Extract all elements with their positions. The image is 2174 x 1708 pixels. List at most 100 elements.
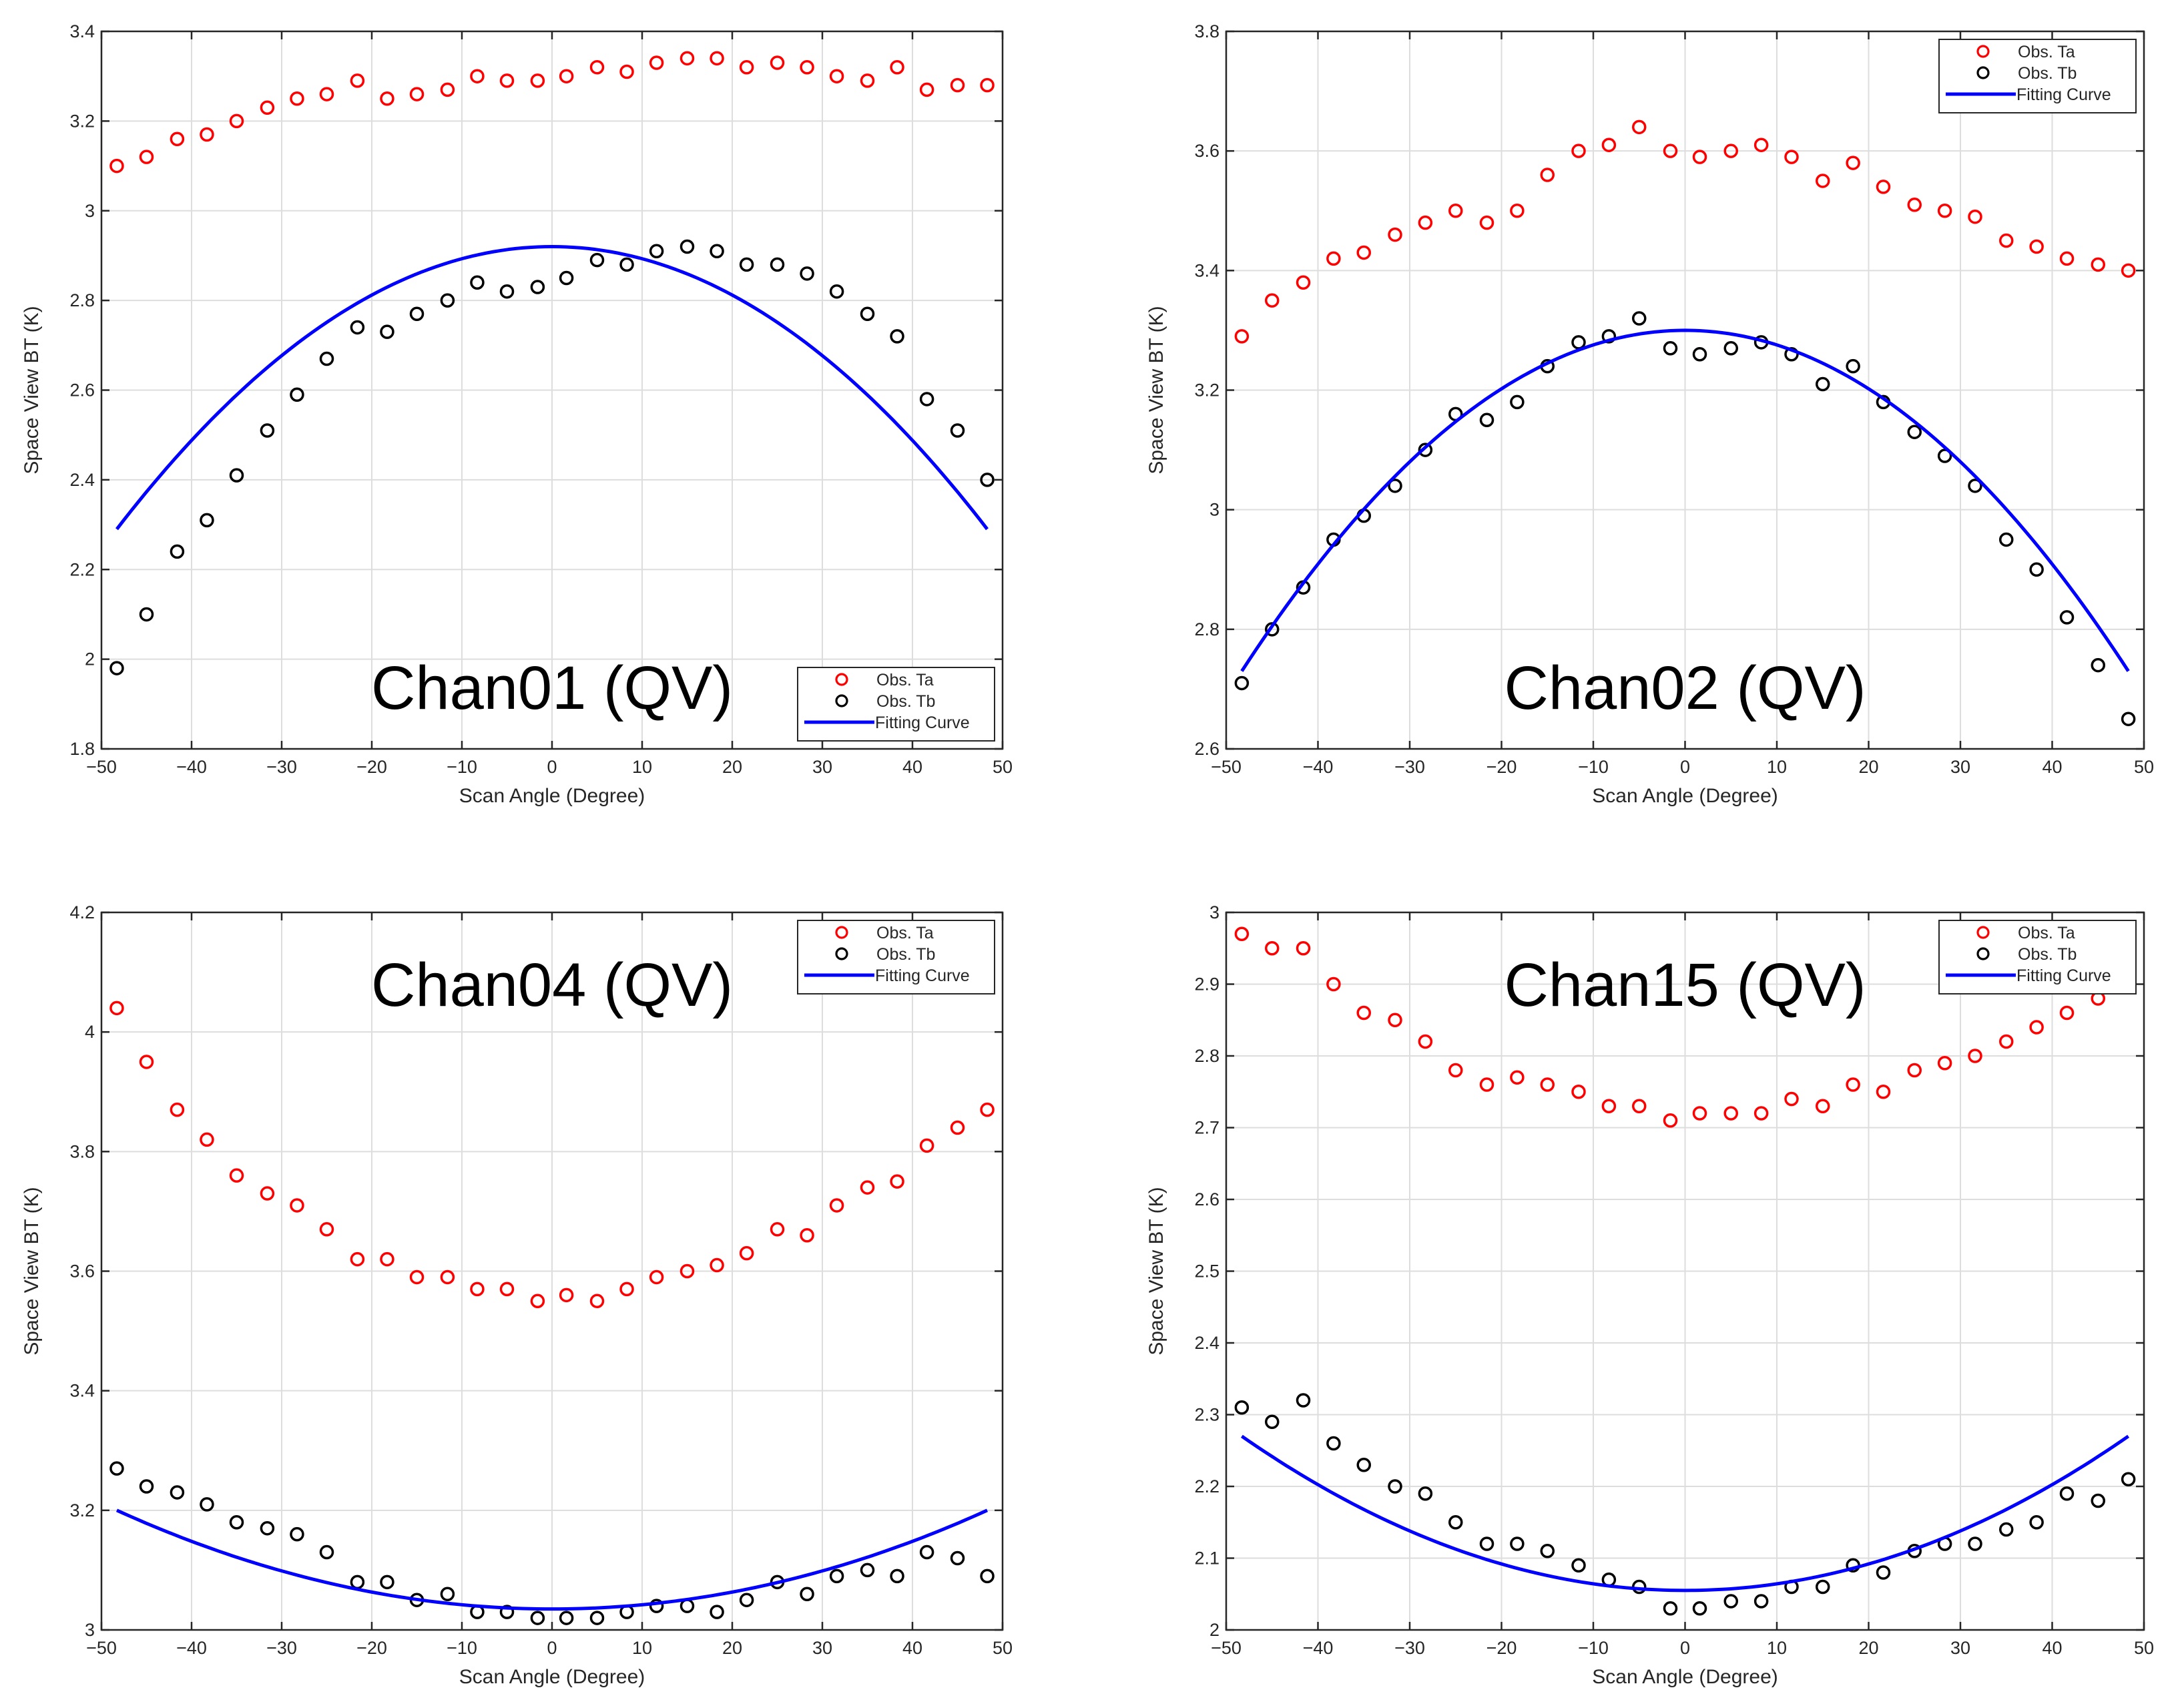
y-tick-label: 2.6 (69, 380, 95, 400)
legend: Obs. Ta Obs. Tb Fitting Curve (797, 920, 995, 994)
data-point-obs-tb (1571, 1558, 1586, 1573)
x-axis-label: Scan Angle (Degree) (459, 785, 645, 807)
chart-title: Chan04 (QV) (371, 951, 733, 1019)
data-point-obs-ta (530, 73, 545, 88)
legend-marker-obs-tb (1976, 947, 1990, 960)
data-point-obs-tb (739, 1593, 754, 1607)
x-tick-label: 30 (812, 757, 832, 777)
data-point-obs-tb (290, 387, 304, 402)
data-point-obs-ta (290, 1198, 304, 1213)
y-tick-label: 2.8 (1194, 1046, 1219, 1066)
data-point-obs-ta (950, 1120, 965, 1135)
data-point-obs-ta (380, 91, 394, 106)
data-point-obs-tb (109, 1461, 124, 1476)
data-point-obs-tb (1968, 1536, 1982, 1551)
x-tick-label: 50 (2134, 1638, 2154, 1658)
data-point-obs-ta (890, 60, 904, 75)
x-tick-label: 0 (1680, 757, 1690, 777)
y-tick-label: 2.2 (1194, 1476, 1219, 1496)
x-tick-label: −50 (86, 1638, 117, 1658)
data-point-obs-ta (1846, 156, 1860, 170)
data-point-obs-ta (1692, 150, 1707, 164)
data-point-obs-ta (1999, 233, 2014, 248)
legend-label-fitting-curve: Fitting Curve (2016, 85, 2111, 104)
y-tick-label: 2.6 (1194, 739, 1219, 759)
legend-label-fitting-curve: Fitting Curve (875, 966, 970, 985)
data-point-obs-tb (1540, 1544, 1555, 1558)
data-point-obs-tb (1296, 1393, 1311, 1408)
data-point-obs-ta (229, 113, 244, 129)
data-point-obs-tb (1846, 358, 1860, 374)
data-point-obs-ta (409, 1269, 425, 1285)
data-point-obs-ta (260, 100, 275, 115)
data-point-obs-ta (1296, 275, 1311, 290)
legend-label-obs-tb: Obs. Tb (2018, 64, 2077, 83)
data-point-obs-tb (589, 252, 605, 268)
chart-panel-chan01: −50 −40 −30 −20 −10 0 10 20 30 40 50 1.8 2 2.2 2.4 2.6 2… (21, 21, 1013, 807)
fitting-curve-line (115, 244, 989, 531)
data-point-obs-ta (1968, 209, 1982, 224)
x-tick-label: −50 (86, 757, 117, 777)
legend-label-obs-tb: Obs. Tb (2018, 945, 2077, 964)
y-tick-label: 3.8 (1194, 21, 1219, 41)
data-point-obs-tb (2059, 610, 2075, 625)
data-point-obs-tb (2029, 1515, 2044, 1530)
y-tick-label: 2.6 (1194, 1189, 1219, 1209)
data-point-obs-ta (499, 73, 515, 88)
data-point-obs-tb (950, 423, 965, 438)
x-tick-label: 0 (547, 757, 557, 777)
data-point-obs-tb (589, 1611, 605, 1625)
data-point-obs-ta (1388, 1013, 1402, 1027)
data-point-obs-tb (1388, 479, 1402, 493)
data-point-obs-tb (2059, 1486, 2075, 1501)
x-tick-label: 20 (722, 757, 742, 777)
data-point-obs-tb (409, 306, 425, 322)
data-point-obs-ta (380, 1251, 394, 1267)
x-tick-label: −20 (1486, 1638, 1517, 1658)
fitting-curve-line (115, 1508, 989, 1611)
data-point-obs-tb (229, 1515, 244, 1530)
y-tick-label: 3 (85, 1620, 95, 1640)
data-point-obs-ta (619, 1282, 634, 1297)
data-point-obs-tb (139, 1479, 154, 1494)
data-point-obs-tb (860, 1562, 875, 1578)
y-tick-label: 3.8 (69, 1141, 95, 1161)
data-point-obs-tb (1479, 412, 1494, 428)
chart-panel-chan04: −50 −40 −30 −20 −10 0 10 20 30 40 50 3 3.2 3.4 3.6 3.8 4… (21, 902, 1013, 1688)
data-point-obs-ta (1510, 1070, 1525, 1085)
data-point-obs-ta (1356, 245, 1371, 260)
y-tick-label: 3.4 (69, 1381, 95, 1401)
data-point-obs-ta (1296, 941, 1311, 956)
data-point-obs-ta (739, 1245, 754, 1261)
y-tick-label: 4 (85, 1022, 95, 1042)
data-point-obs-ta (589, 1294, 605, 1309)
data-point-obs-ta (1692, 1106, 1707, 1121)
y-axis-label: Space View BT (K) (1145, 306, 1167, 474)
x-tick-label: −30 (266, 1638, 297, 1658)
data-point-obs-ta (2091, 257, 2105, 272)
data-point-obs-ta (950, 77, 965, 93)
legend-label-obs-ta: Obs. Ta (876, 924, 934, 942)
x-axis-label: Scan Angle (Degree) (1592, 785, 1778, 807)
y-tick-label: 3.4 (69, 21, 95, 41)
x-tick-label: 10 (1767, 1638, 1787, 1658)
data-point-obs-ta (1663, 144, 1678, 158)
data-point-obs-tb (2029, 562, 2044, 577)
data-point-obs-ta (139, 1055, 154, 1069)
data-point-obs-ta (1571, 1085, 1586, 1099)
chart-title: Chan02 (QV) (1504, 654, 1866, 722)
data-point-obs-ta (530, 1294, 545, 1309)
data-point-obs-ta (1816, 1099, 1830, 1113)
data-point-obs-ta (109, 158, 124, 174)
data-point-obs-tb (619, 257, 634, 272)
data-point-obs-ta (739, 60, 754, 75)
data-point-obs-ta (1448, 1063, 1463, 1078)
data-point-obs-tb (1663, 341, 1678, 356)
x-axis-label: Scan Angle (Degree) (459, 1666, 645, 1688)
data-point-obs-tb (229, 468, 244, 483)
legend-label-fitting-curve: Fitting Curve (875, 714, 970, 732)
data-point-obs-ta (139, 150, 154, 164)
data-point-obs-ta (1265, 293, 1280, 308)
data-point-obs-tb (1326, 1436, 1341, 1451)
chart-title: Chan01 (QV) (371, 654, 733, 722)
